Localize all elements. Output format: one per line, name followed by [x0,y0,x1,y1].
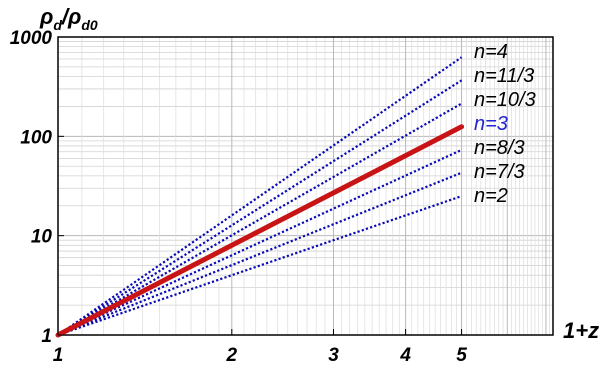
y-axis-label-rho: ρ [39,4,53,29]
series-line-n-10-3 [57,102,463,336]
series-labels: n=4n=11/3n=10/3n=3n=8/3n=7/3n=2 [474,41,536,207]
series-label-n-7-3: n=7/3 [474,161,525,183]
x-tick-label: 1 [53,345,64,366]
x-tick-label: 5 [456,345,467,366]
y-axis-label: ρd/ρd0 [39,4,98,33]
y-axis-ticks: 1 10 100 1000 [10,28,64,347]
x-axis-label: 1+z [563,318,599,343]
y-tick-label: 10 [31,227,53,248]
x-tick-label: 2 [226,345,238,366]
series-label-n-2: n=2 [474,185,508,207]
series-label-n-8-3: n=8/3 [474,137,525,159]
series-label-n-10-3: n=10/3 [474,89,536,111]
series-line-n-2 [57,195,462,337]
series-line-n-8-3 [57,148,463,336]
series-line-n-3 [55,124,465,338]
series-label-n-4: n=4 [474,41,508,63]
y-axis-label-rho-2: ρ [67,4,81,29]
x-tick-label: 3 [328,345,339,366]
x-axis-ticks: 1 2 3 4 5 [53,329,467,366]
y-axis-label-sub-d0: d0 [81,17,98,33]
y-axis-label-slash: / [61,4,71,29]
x-tick-label: 4 [399,345,411,366]
y-tick-label: 1000 [10,28,53,49]
y-tick-label: 1 [41,326,52,347]
grid [58,37,554,335]
series-line-n-7-3 [57,171,462,337]
plot-frame [57,36,554,336]
series-lines [55,56,465,338]
y-axis-label-sub-d: d [53,17,62,33]
series-line-n-11-3 [57,79,463,336]
series-label-n-3: n=3 [474,113,508,135]
y-tick-label: 100 [20,127,52,148]
series-label-n-11-3: n=11/3 [474,65,534,87]
